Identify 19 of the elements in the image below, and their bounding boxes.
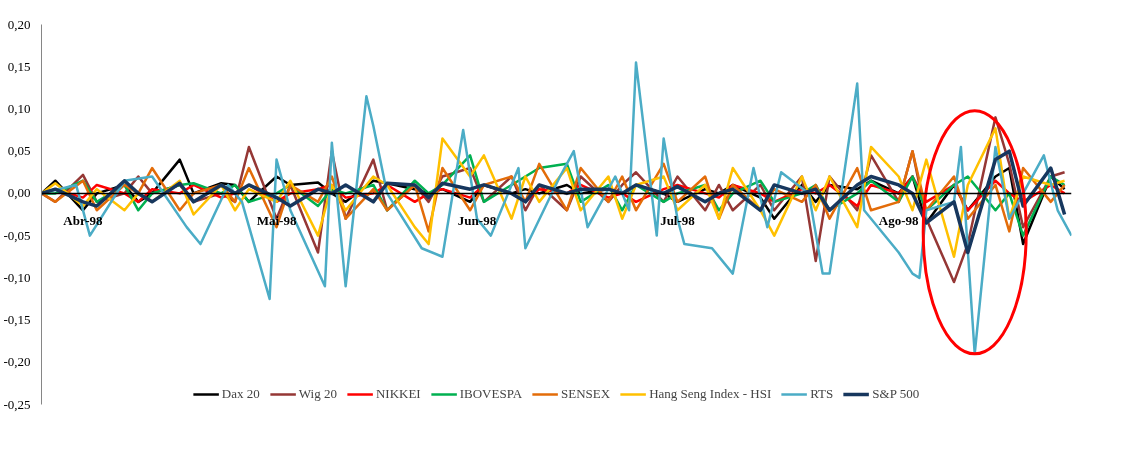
y-tick-label: -0,20 bbox=[3, 354, 31, 370]
y-tick-label: 0,20 bbox=[7, 16, 31, 32]
legend-label: Dax 20 bbox=[221, 386, 260, 402]
y-tick-label: 0,00 bbox=[7, 185, 31, 201]
legend-label: S&P 500 bbox=[872, 386, 920, 402]
legend-label: SENSEX bbox=[561, 386, 611, 402]
y-tick-label: -0,15 bbox=[3, 312, 31, 328]
legend-label: Hang Seng Index - HSI bbox=[649, 386, 772, 402]
y-tick-label: -0,25 bbox=[3, 396, 31, 412]
y-tick-label: -0,10 bbox=[3, 269, 31, 285]
legend-label: RTS bbox=[810, 386, 834, 402]
y-tick-label: 0,05 bbox=[7, 143, 31, 159]
legend-label: IBOVESPA bbox=[459, 386, 523, 402]
x-tick-label: Ago-98 bbox=[878, 213, 920, 229]
y-tick-label: 0,15 bbox=[7, 58, 31, 74]
legend-label: Wig 20 bbox=[298, 386, 337, 402]
y-tick-label: -0,05 bbox=[3, 227, 31, 243]
y-tick-label: 0,10 bbox=[7, 100, 31, 116]
legend-label: NIKKEI bbox=[375, 386, 421, 402]
